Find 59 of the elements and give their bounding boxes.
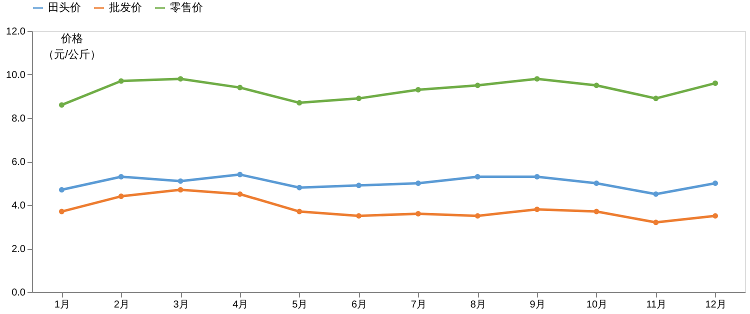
y-tick-label: 4.0 [12,200,26,212]
point [474,82,480,88]
point [118,194,124,200]
x-tick-label: 1月 [54,300,70,310]
point [178,76,184,82]
point [594,82,600,88]
y-tick-label: 6.0 [12,157,26,168]
point [415,86,421,92]
point [178,187,184,193]
point [534,76,540,82]
x-tick-label: 3月 [173,300,189,310]
point [58,208,64,214]
point [178,178,184,184]
x-tick-label: 2月 [114,300,130,310]
y-tick-label: 0.0 [12,288,26,298]
point [356,96,362,102]
point [237,84,243,90]
point [653,96,659,102]
point [653,220,659,226]
x-tick-label: 7月 [410,300,426,310]
point [296,184,302,190]
x-tick-label: 12月 [705,300,726,310]
x-tick-label: 9月 [530,300,546,310]
point [58,187,64,193]
legend-label: 田头价 [48,1,81,14]
point [712,180,718,186]
x-tick-label: 6月 [352,300,368,310]
y-axis-title: 价格（元/公斤） [42,33,102,61]
point [118,78,124,84]
point [415,210,421,216]
legend-label: 批发价 [109,2,142,14]
point [474,174,480,180]
x-tick-label: 8月 [470,300,486,310]
point [237,191,243,197]
point [534,174,540,180]
x-tick-label: 4月 [232,300,248,310]
y-tick-label: 12.0 [6,26,26,38]
y-tick-label: 2.0 [12,244,26,255]
point [415,180,421,186]
point [296,100,302,106]
point [594,180,600,186]
point [712,213,718,219]
point [58,102,64,108]
point [356,182,362,188]
point [474,213,480,219]
point [594,208,600,214]
point [712,80,718,86]
point [296,208,302,214]
x-tick-label: 10月 [586,300,608,310]
y-tick-label: 8.0 [12,114,26,124]
x-tick-label: 5月 [292,300,308,310]
point [534,206,540,212]
point [653,191,659,197]
x-tick-label: 11月 [646,300,667,310]
y-tick-label: 10.0 [6,70,26,81]
point [118,174,124,180]
legend-label: 零售价 [170,2,203,14]
point [237,172,243,178]
point [356,213,362,219]
